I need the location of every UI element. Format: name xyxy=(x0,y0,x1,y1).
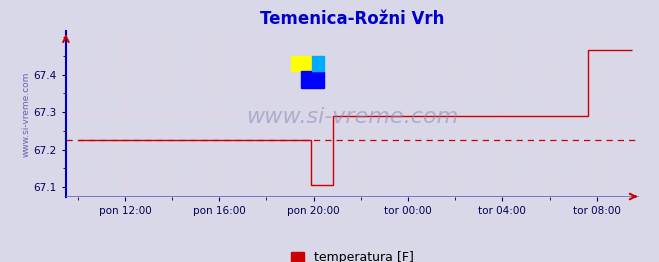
Text: www.si-vreme.com: www.si-vreme.com xyxy=(246,107,459,127)
Legend: temperatura [F]: temperatura [F] xyxy=(287,247,418,262)
Polygon shape xyxy=(301,71,324,88)
Polygon shape xyxy=(291,56,314,71)
Y-axis label: www.si-vreme.com: www.si-vreme.com xyxy=(22,71,31,157)
Polygon shape xyxy=(312,56,324,71)
Title: Temenica-Rožni Vrh: Temenica-Rožni Vrh xyxy=(260,10,445,29)
